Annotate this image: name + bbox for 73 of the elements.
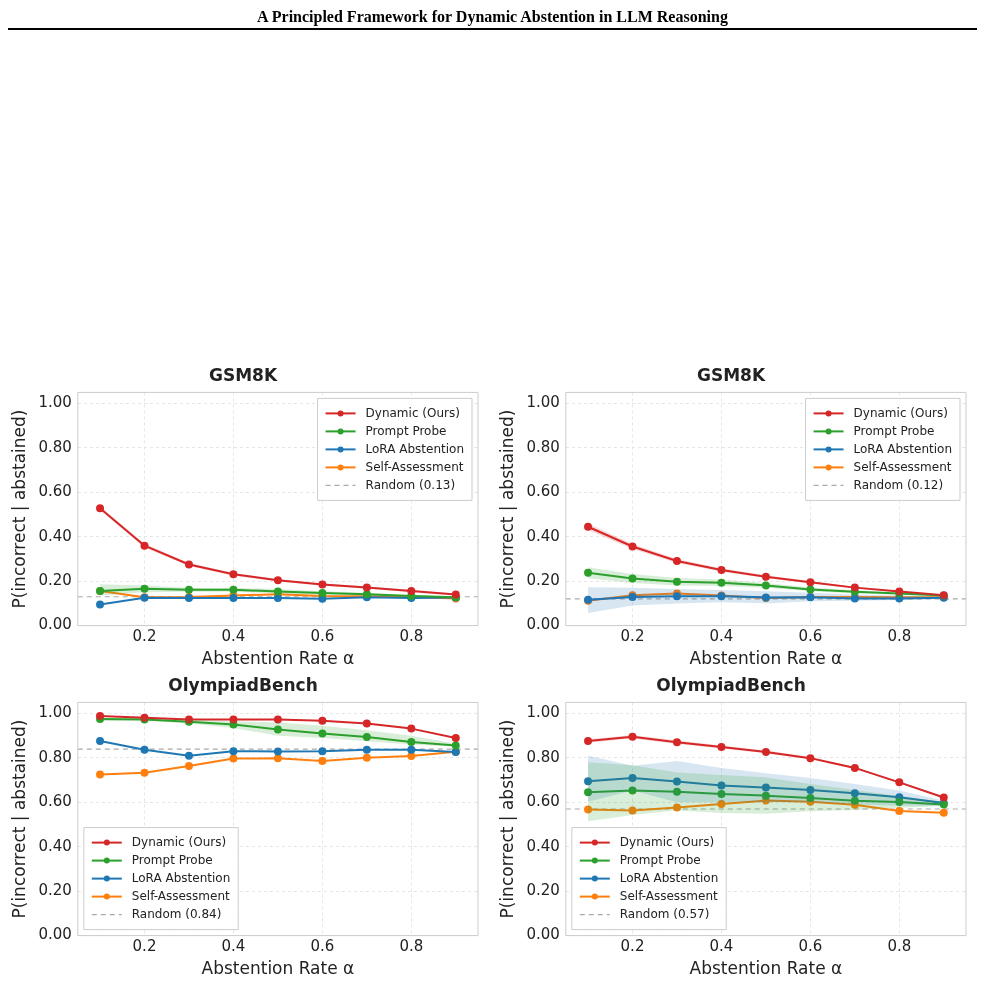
x-tick-label: 0.6: [310, 937, 335, 956]
y-tick-label: 0.60: [526, 792, 560, 811]
x-axis-title: Abstention Rate α: [689, 648, 843, 669]
legend-label: Random (0.57): [619, 906, 710, 921]
legend-label: Prompt Probe: [365, 423, 447, 438]
legend-label: Dynamic (Ours): [365, 405, 460, 420]
y-tick-label: 1.00: [526, 703, 560, 722]
y-tick-label: 1.00: [38, 703, 72, 722]
legend-label: LoRA Abstention: [365, 441, 464, 456]
legend-label: Prompt Probe: [619, 852, 701, 867]
x-tick-label: 0.4: [709, 937, 734, 956]
legend-label: Self-Assessment: [131, 888, 231, 903]
y-axis-title: P(incorrect | abstained): [8, 409, 29, 609]
x-tick-label: 0.6: [798, 937, 823, 956]
y-tick-label: 0.40: [38, 526, 72, 545]
y-tick-label: 0.40: [526, 526, 560, 545]
legend-label: Random (0.84): [131, 906, 222, 921]
x-tick-label: 0.2: [620, 627, 645, 646]
legend-label: Dynamic (Ours): [853, 405, 948, 420]
legend-label: Random (0.12): [853, 477, 944, 492]
y-tick-label: 0.20: [38, 881, 72, 900]
chart-title: OlympiadBench: [168, 674, 318, 695]
x-tick-label: 0.2: [620, 937, 645, 956]
y-tick-label: 0.20: [38, 571, 72, 590]
x-tick-label: 0.8: [399, 627, 424, 646]
chart-title: OlympiadBench: [656, 674, 806, 695]
y-axis-title: P(incorrect | abstained): [8, 719, 29, 919]
x-tick-label: 0.4: [709, 627, 734, 646]
y-tick-label: 1.00: [38, 393, 72, 412]
x-tick-label: 0.8: [887, 627, 912, 646]
y-axis-title: P(incorrect | abstained): [496, 719, 517, 919]
chart-title: GSM8K: [696, 364, 766, 385]
legend-label: LoRA Abstention: [619, 870, 719, 885]
legend-label: Self-Assessment: [619, 888, 719, 903]
legend-label: Random (0.13): [365, 477, 456, 492]
legend-label: LoRA Abstention: [853, 441, 952, 456]
y-tick-label: 0.60: [38, 792, 72, 811]
y-tick-label: 0.80: [38, 747, 72, 766]
y-tick-label: 0.80: [38, 437, 72, 456]
y-tick-label: 0.00: [526, 615, 560, 634]
y-axis-title: P(incorrect | abstained): [496, 409, 517, 609]
text: A Principled Framework for Dynamic Abstention in LLM Reasoning: [256, 8, 729, 26]
x-tick-label: 0.6: [798, 627, 823, 646]
y-tick-label: 0.20: [526, 881, 560, 900]
x-tick-label: 0.8: [887, 937, 912, 956]
x-axis-title: Abstention Rate α: [689, 958, 843, 979]
y-tick-label: 0.20: [526, 571, 560, 590]
x-axis-title: Abstention Rate α: [201, 958, 355, 979]
y-tick-label: 0.40: [526, 836, 560, 855]
x-tick-label: 0.8: [399, 937, 424, 956]
y-tick-label: 0.80: [526, 747, 560, 766]
x-tick-label: 0.4: [221, 937, 246, 956]
x-tick-label: 0.6: [310, 627, 335, 646]
y-tick-label: 0.00: [526, 925, 560, 944]
y-tick-label: 0.60: [38, 482, 72, 501]
legend-label: Self-Assessment: [853, 459, 952, 474]
chart-title: GSM8K: [208, 364, 278, 385]
y-tick-label: 0.00: [38, 615, 72, 634]
legend-label: LoRA Abstention: [131, 870, 231, 885]
legend-label: Self-Assessment: [365, 459, 464, 474]
x-axis-title: Abstention Rate α: [201, 648, 355, 669]
y-tick-label: 1.00: [526, 393, 560, 412]
y-tick-label: 0.40: [38, 836, 72, 855]
x-tick-label: 0.2: [132, 937, 157, 956]
x-tick-label: 0.2: [132, 627, 157, 646]
legend-label: Prompt Probe: [853, 423, 935, 438]
legend-label: Dynamic (Ours): [131, 834, 227, 849]
legend-label: Prompt Probe: [131, 852, 213, 867]
legend-label: Dynamic (Ours): [619, 834, 715, 849]
y-tick-label: 0.80: [526, 437, 560, 456]
x-tick-label: 0.4: [221, 627, 246, 646]
y-tick-label: 0.60: [526, 482, 560, 501]
y-tick-label: 0.00: [38, 925, 72, 944]
